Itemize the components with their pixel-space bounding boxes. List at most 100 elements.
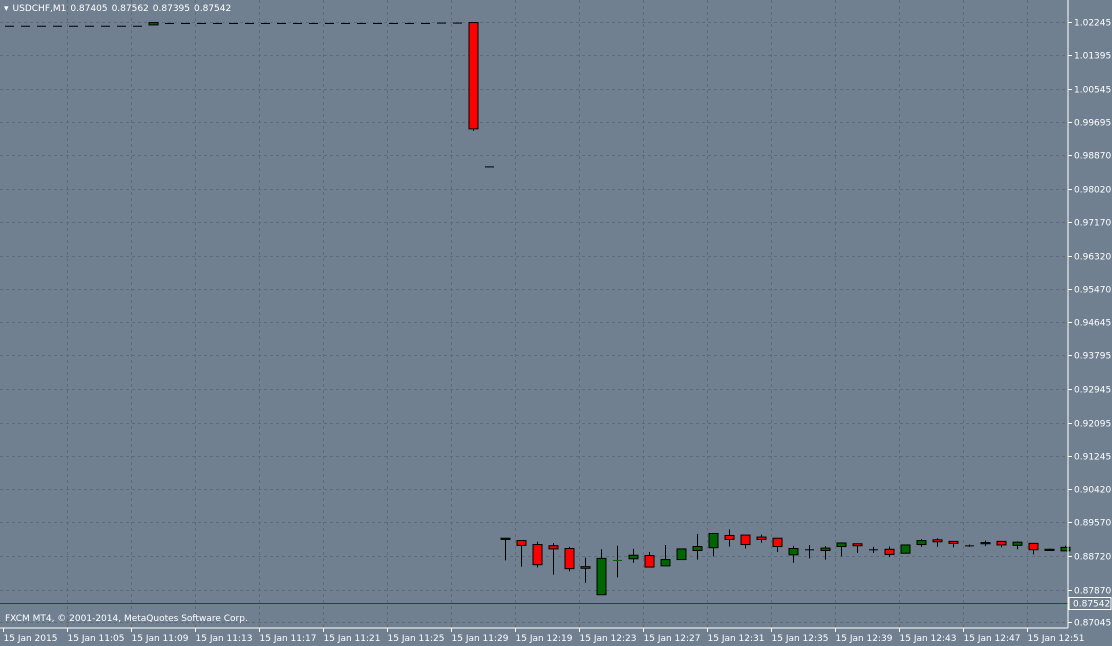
current-price-tag: 0.87542	[1068, 597, 1112, 610]
candle	[660, 544, 671, 567]
candle-body	[277, 22, 286, 24]
candle	[133, 25, 142, 27]
candles	[5, 22, 1071, 596]
y-tick-label: 0.92095	[1074, 420, 1111, 430]
candle	[1044, 548, 1055, 551]
candle	[213, 22, 222, 24]
high-value: 0.87562	[111, 4, 149, 14]
candle-body	[181, 22, 190, 24]
y-tick-label: 0.87045	[1074, 619, 1111, 629]
candle	[53, 25, 62, 27]
x-tick-label: 15 Jan 12:27	[644, 634, 701, 644]
low-value: 0.87395	[152, 4, 190, 14]
x-tick-label: 15 Jan 12:31	[708, 634, 765, 644]
candle-body	[996, 540, 1007, 546]
candle	[564, 546, 575, 572]
x-tick-label: 15 Jan 12:47	[964, 634, 1021, 644]
candle-body	[948, 540, 959, 544]
candle	[548, 542, 559, 575]
chevron-down-icon[interactable]: ▾	[4, 4, 9, 14]
candle	[453, 22, 462, 24]
candle-body	[245, 22, 254, 24]
candle	[197, 22, 206, 24]
candle-body	[708, 532, 719, 549]
candle	[996, 540, 1007, 548]
candle	[805, 544, 814, 559]
x-tick-label: 15 Jan 11:25	[388, 634, 445, 644]
candle	[293, 22, 302, 24]
candle	[165, 22, 174, 24]
candle-body	[37, 25, 46, 27]
candle	[181, 22, 190, 24]
candle-body	[660, 559, 671, 567]
candle	[628, 548, 639, 563]
x-tick-label: 15 Jan 11:09	[132, 634, 189, 644]
candle-body	[564, 548, 575, 570]
y-tick-label: 0.92945	[1074, 386, 1111, 396]
candle-body	[309, 22, 318, 24]
y-tick-label: 1.01395	[1074, 52, 1111, 62]
candle-body	[437, 22, 446, 24]
candle-body	[69, 25, 78, 27]
candle	[229, 22, 238, 24]
candle	[788, 546, 799, 563]
candle-body	[213, 22, 222, 24]
candle	[948, 540, 959, 548]
candle	[644, 552, 655, 568]
y-tick-label: 0.88720	[1074, 553, 1111, 563]
candle-body	[197, 22, 206, 24]
y-tick-label: 0.94645	[1074, 319, 1111, 329]
y-axis-labels: 1.02245 1.01395 1.00545 0.99695 0.98870 0.980…	[1068, 19, 1111, 629]
symbol-label: USDCHF,M1	[12, 4, 67, 14]
candle-body	[357, 22, 366, 24]
candle-body	[405, 22, 414, 24]
axes	[0, 0, 1069, 629]
candle-body	[389, 22, 398, 24]
candle-body	[21, 25, 30, 27]
candle-body	[884, 548, 895, 555]
candle	[117, 25, 126, 27]
candle-body	[485, 166, 494, 168]
candle-body	[516, 540, 527, 546]
candle-body	[532, 544, 543, 566]
candle-body	[341, 22, 350, 24]
y-tick-label: 0.95470	[1074, 286, 1111, 296]
candle	[965, 544, 974, 547]
candle	[373, 22, 382, 24]
candle	[101, 25, 110, 27]
y-tick-label: 0.99695	[1074, 119, 1111, 129]
candle-body	[740, 534, 751, 546]
candle-body	[1044, 548, 1055, 551]
candle	[1060, 545, 1071, 552]
candle-body	[453, 22, 462, 24]
candle	[772, 537, 783, 553]
y-tick-label: 0.91245	[1074, 453, 1111, 463]
candle-body	[580, 566, 591, 569]
candle-body	[1060, 546, 1071, 552]
y-tick-label: 0.93795	[1074, 352, 1111, 362]
current-price-label: 0.87542	[1073, 600, 1110, 610]
candle-body	[85, 25, 94, 27]
candle	[69, 25, 78, 27]
candle	[309, 22, 318, 24]
copyright-text: FXCM MT4, © 2001-2014, MetaQuotes Softwa…	[5, 614, 248, 624]
candle	[357, 22, 366, 24]
candle-body	[165, 22, 174, 24]
candle	[820, 546, 831, 560]
chart-header: ▾ USDCHF,M1 0.87405 0.87562 0.87395 0.87542	[4, 3, 235, 15]
candle	[676, 548, 687, 561]
y-tick-label: 1.00545	[1074, 86, 1111, 96]
current-price-box	[1068, 597, 1112, 610]
candle-body	[468, 22, 479, 130]
x-axis-labels: 15 Jan 2015 15 Jan 11:05 15 Jan 11:09 15 Ja…	[3, 628, 1084, 644]
candle-body	[692, 546, 703, 551]
candle	[421, 22, 430, 24]
candle	[485, 166, 494, 168]
candle-body	[1012, 541, 1023, 546]
candle-body	[724, 534, 735, 540]
y-tick-label: 1.02245	[1074, 19, 1111, 29]
candle	[932, 538, 943, 547]
open-value: 0.87405	[70, 4, 108, 14]
y-tick-label: 0.89570	[1074, 519, 1111, 529]
